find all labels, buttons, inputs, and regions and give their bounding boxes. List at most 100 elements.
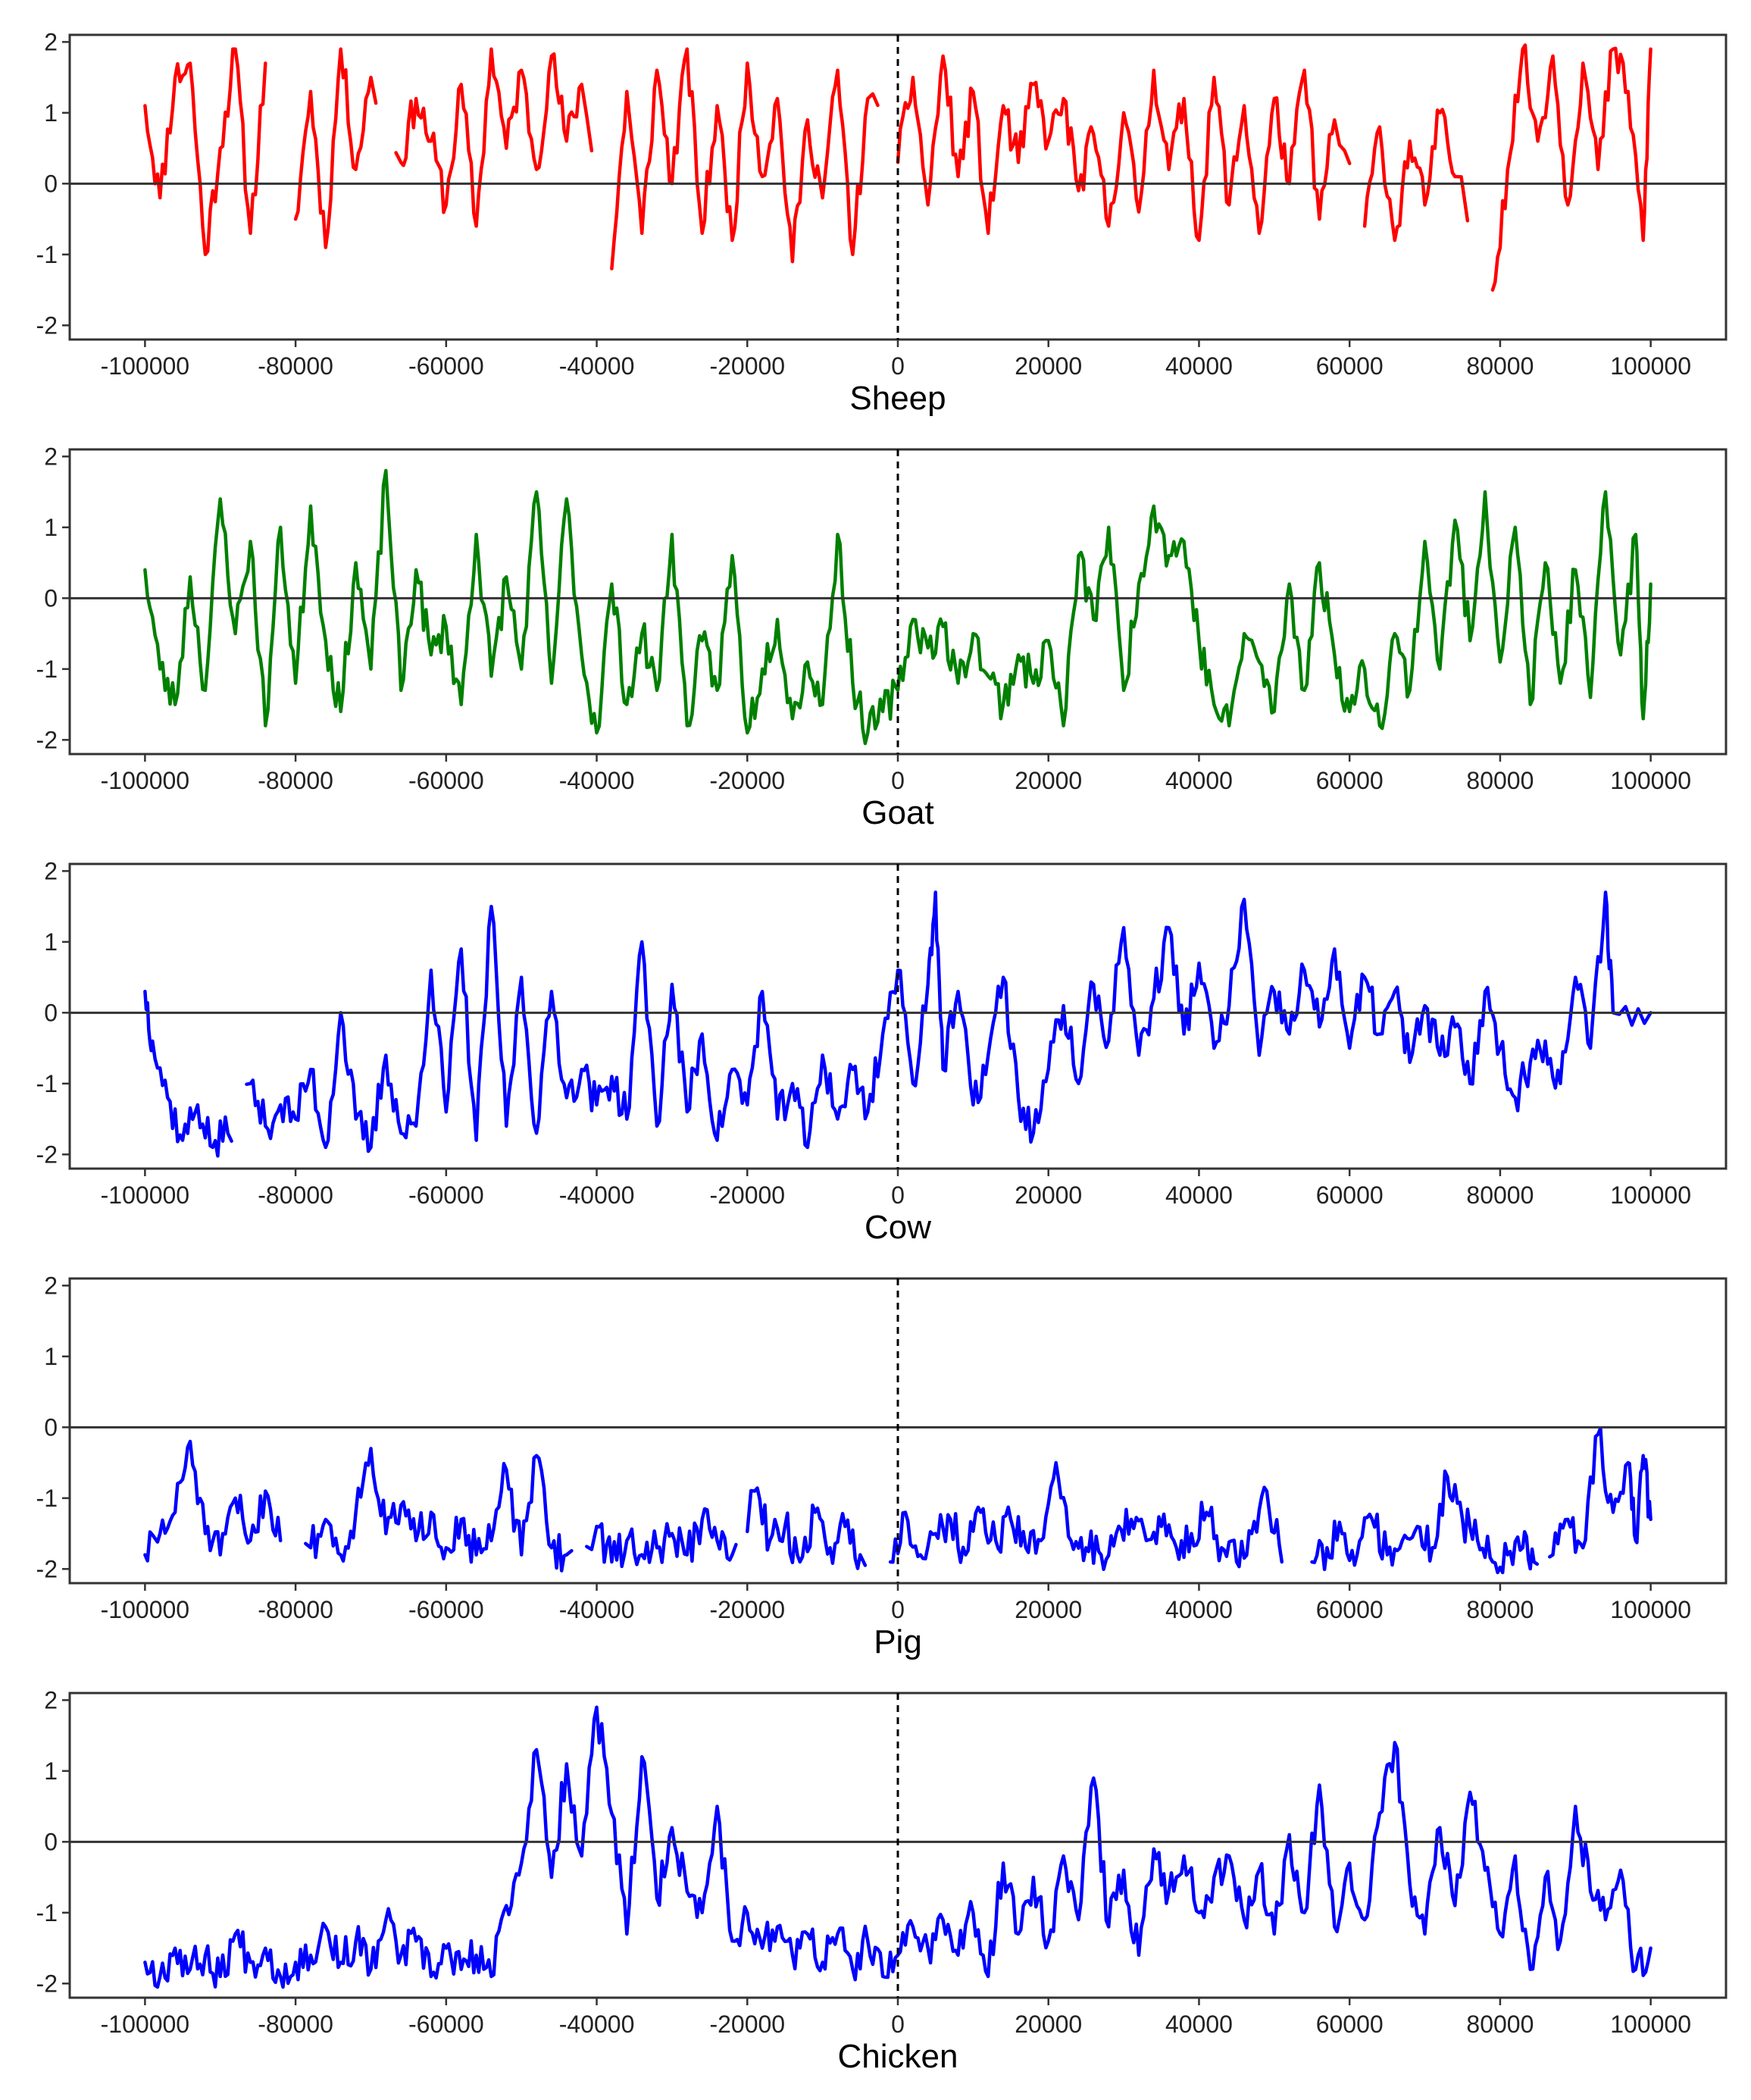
x-tick-label: -60000 xyxy=(408,767,484,794)
y-tick-label: 0 xyxy=(44,1413,58,1441)
x-tick-label: 0 xyxy=(891,1181,905,1209)
x-tick-label: -40000 xyxy=(559,2011,635,2038)
y-tick-label: 0 xyxy=(44,1828,58,1855)
series-line-sheep-seg-1 xyxy=(293,47,378,249)
x-tick-label: 80000 xyxy=(1466,1596,1534,1623)
x-tick-label: 60000 xyxy=(1316,2011,1384,2038)
x-tick-label: 0 xyxy=(891,1596,905,1623)
x-tick-label: -60000 xyxy=(408,1596,484,1623)
x-tick-label: 80000 xyxy=(1466,1181,1534,1209)
series-line-sheep-seg-0 xyxy=(143,47,267,257)
panel-title: Sheep xyxy=(849,380,946,417)
y-tick-label: 2 xyxy=(44,1272,58,1299)
y-tick-label: -2 xyxy=(36,1970,58,1997)
series-line-pig-seg-2 xyxy=(585,1507,738,1569)
y-tick-label: 2 xyxy=(44,443,58,470)
series-line-cow-seg-0 xyxy=(143,990,233,1158)
x-tick-label: -100000 xyxy=(101,1596,189,1623)
panel-sheep: -2 -1 0 1 2 -100000 -80000 -60000 -40000 -20000 0 2… xyxy=(36,28,1728,417)
x-tick-label: -60000 xyxy=(408,2011,484,2038)
series-line-goat-seg-0 xyxy=(143,468,1653,746)
series-line-pig-seg-4 xyxy=(888,1460,1284,1572)
x-tick-label: 60000 xyxy=(1316,352,1384,380)
y-tick-label: 0 xyxy=(44,584,58,612)
y-tick-label: 1 xyxy=(44,99,58,127)
x-tick-label: 100000 xyxy=(1610,1181,1691,1209)
x-tick-label: 40000 xyxy=(1165,767,1233,794)
x-tick-label: 0 xyxy=(891,2011,905,2038)
panel-title: Pig xyxy=(874,1623,922,1660)
y-tick-label: -1 xyxy=(36,1899,58,1926)
x-tick-label: 100000 xyxy=(1610,767,1691,794)
x-tick-label: 60000 xyxy=(1316,1596,1384,1623)
y-tick-label: -1 xyxy=(36,241,58,268)
y-tick-label: 0 xyxy=(44,170,58,197)
x-tick-label: -20000 xyxy=(709,1181,785,1209)
y-tick-label: 2 xyxy=(44,28,58,55)
y-tick-label: 1 xyxy=(44,1757,58,1785)
panel-title: Goat xyxy=(861,794,933,831)
x-tick-label: -80000 xyxy=(258,2011,333,2038)
x-tick-label: -80000 xyxy=(258,767,333,794)
series-line-pig-seg-3 xyxy=(746,1486,868,1570)
x-tick-label: 80000 xyxy=(1466,767,1534,794)
y-tick-label: 2 xyxy=(44,857,58,884)
series-line-cow-seg-1 xyxy=(245,890,1653,1153)
x-tick-label: -80000 xyxy=(258,352,333,380)
x-tick-label: 80000 xyxy=(1466,352,1534,380)
x-tick-label: 80000 xyxy=(1466,2011,1534,2038)
x-tick-label: 0 xyxy=(891,352,905,380)
x-tick-label: 20000 xyxy=(1015,352,1082,380)
x-tick-label: 60000 xyxy=(1316,767,1384,794)
x-tick-label: -100000 xyxy=(101,767,189,794)
panel-title: Cow xyxy=(865,1209,931,1246)
panel-pig: -2 -1 0 1 2 -100000 -80000 -60000 -40000 -20000 0 2… xyxy=(36,1272,1728,1660)
series-line-pig-seg-1 xyxy=(304,1447,574,1573)
series-line-sheep-seg-3 xyxy=(610,47,880,271)
x-tick-label: 40000 xyxy=(1165,352,1233,380)
y-tick-label: -1 xyxy=(36,1070,58,1097)
panel-title: Chicken xyxy=(838,2038,958,2075)
series-line-sheep-seg-6 xyxy=(1490,43,1653,292)
series-line-pig-seg-6 xyxy=(1548,1426,1653,1559)
x-tick-label: 20000 xyxy=(1015,1181,1082,1209)
series-line-pig-seg-5 xyxy=(1310,1469,1540,1575)
x-tick-label: 40000 xyxy=(1165,1596,1233,1623)
x-tick-label: -20000 xyxy=(709,767,785,794)
x-tick-label: -40000 xyxy=(559,1181,635,1209)
y-tick-label: 1 xyxy=(44,928,58,956)
x-tick-label: 40000 xyxy=(1165,1181,1233,1209)
x-tick-label: -40000 xyxy=(559,767,635,794)
x-tick-label: 20000 xyxy=(1015,1596,1082,1623)
x-tick-label: -40000 xyxy=(559,352,635,380)
y-tick-label: -2 xyxy=(36,726,58,753)
x-tick-label: -80000 xyxy=(258,1596,333,1623)
x-tick-label: -100000 xyxy=(101,352,189,380)
y-tick-label: -2 xyxy=(36,1141,58,1168)
panel-chicken: -2 -1 0 1 2 -100000 -80000 -60000 -40000 -20000 0 2… xyxy=(36,1686,1728,2075)
x-tick-label: -40000 xyxy=(559,1596,635,1623)
series-line-chicken-seg-0 xyxy=(143,1705,1653,1989)
panel-goat: -2 -1 0 1 2 -100000 -80000 -60000 -40000 -20000 0 2… xyxy=(36,443,1728,831)
x-tick-label: 100000 xyxy=(1610,2011,1691,2038)
y-tick-label: 1 xyxy=(44,1343,58,1370)
x-tick-label: -100000 xyxy=(101,1181,189,1209)
x-tick-label: -20000 xyxy=(709,352,785,380)
x-tick-label: 100000 xyxy=(1610,352,1691,380)
x-tick-label: -100000 xyxy=(101,2011,189,2038)
x-tick-label: -60000 xyxy=(408,352,484,380)
y-tick-label: -2 xyxy=(36,311,58,339)
x-tick-label: 40000 xyxy=(1165,2011,1233,2038)
series-line-sheep-seg-5 xyxy=(1362,108,1470,243)
x-tick-label: 0 xyxy=(891,767,905,794)
panel-cow: -2 -1 0 1 2 -100000 -80000 -60000 -40000 -20000 0 2… xyxy=(36,857,1728,1246)
y-tick-label: 1 xyxy=(44,514,58,541)
y-tick-label: -1 xyxy=(36,1485,58,1512)
x-tick-label: 20000 xyxy=(1015,2011,1082,2038)
x-tick-label: -60000 xyxy=(408,1181,484,1209)
x-tick-label: -20000 xyxy=(709,2011,785,2038)
series-line-pig-seg-0 xyxy=(143,1439,283,1563)
x-tick-label: -80000 xyxy=(258,1181,333,1209)
x-tick-label: 60000 xyxy=(1316,1181,1384,1209)
